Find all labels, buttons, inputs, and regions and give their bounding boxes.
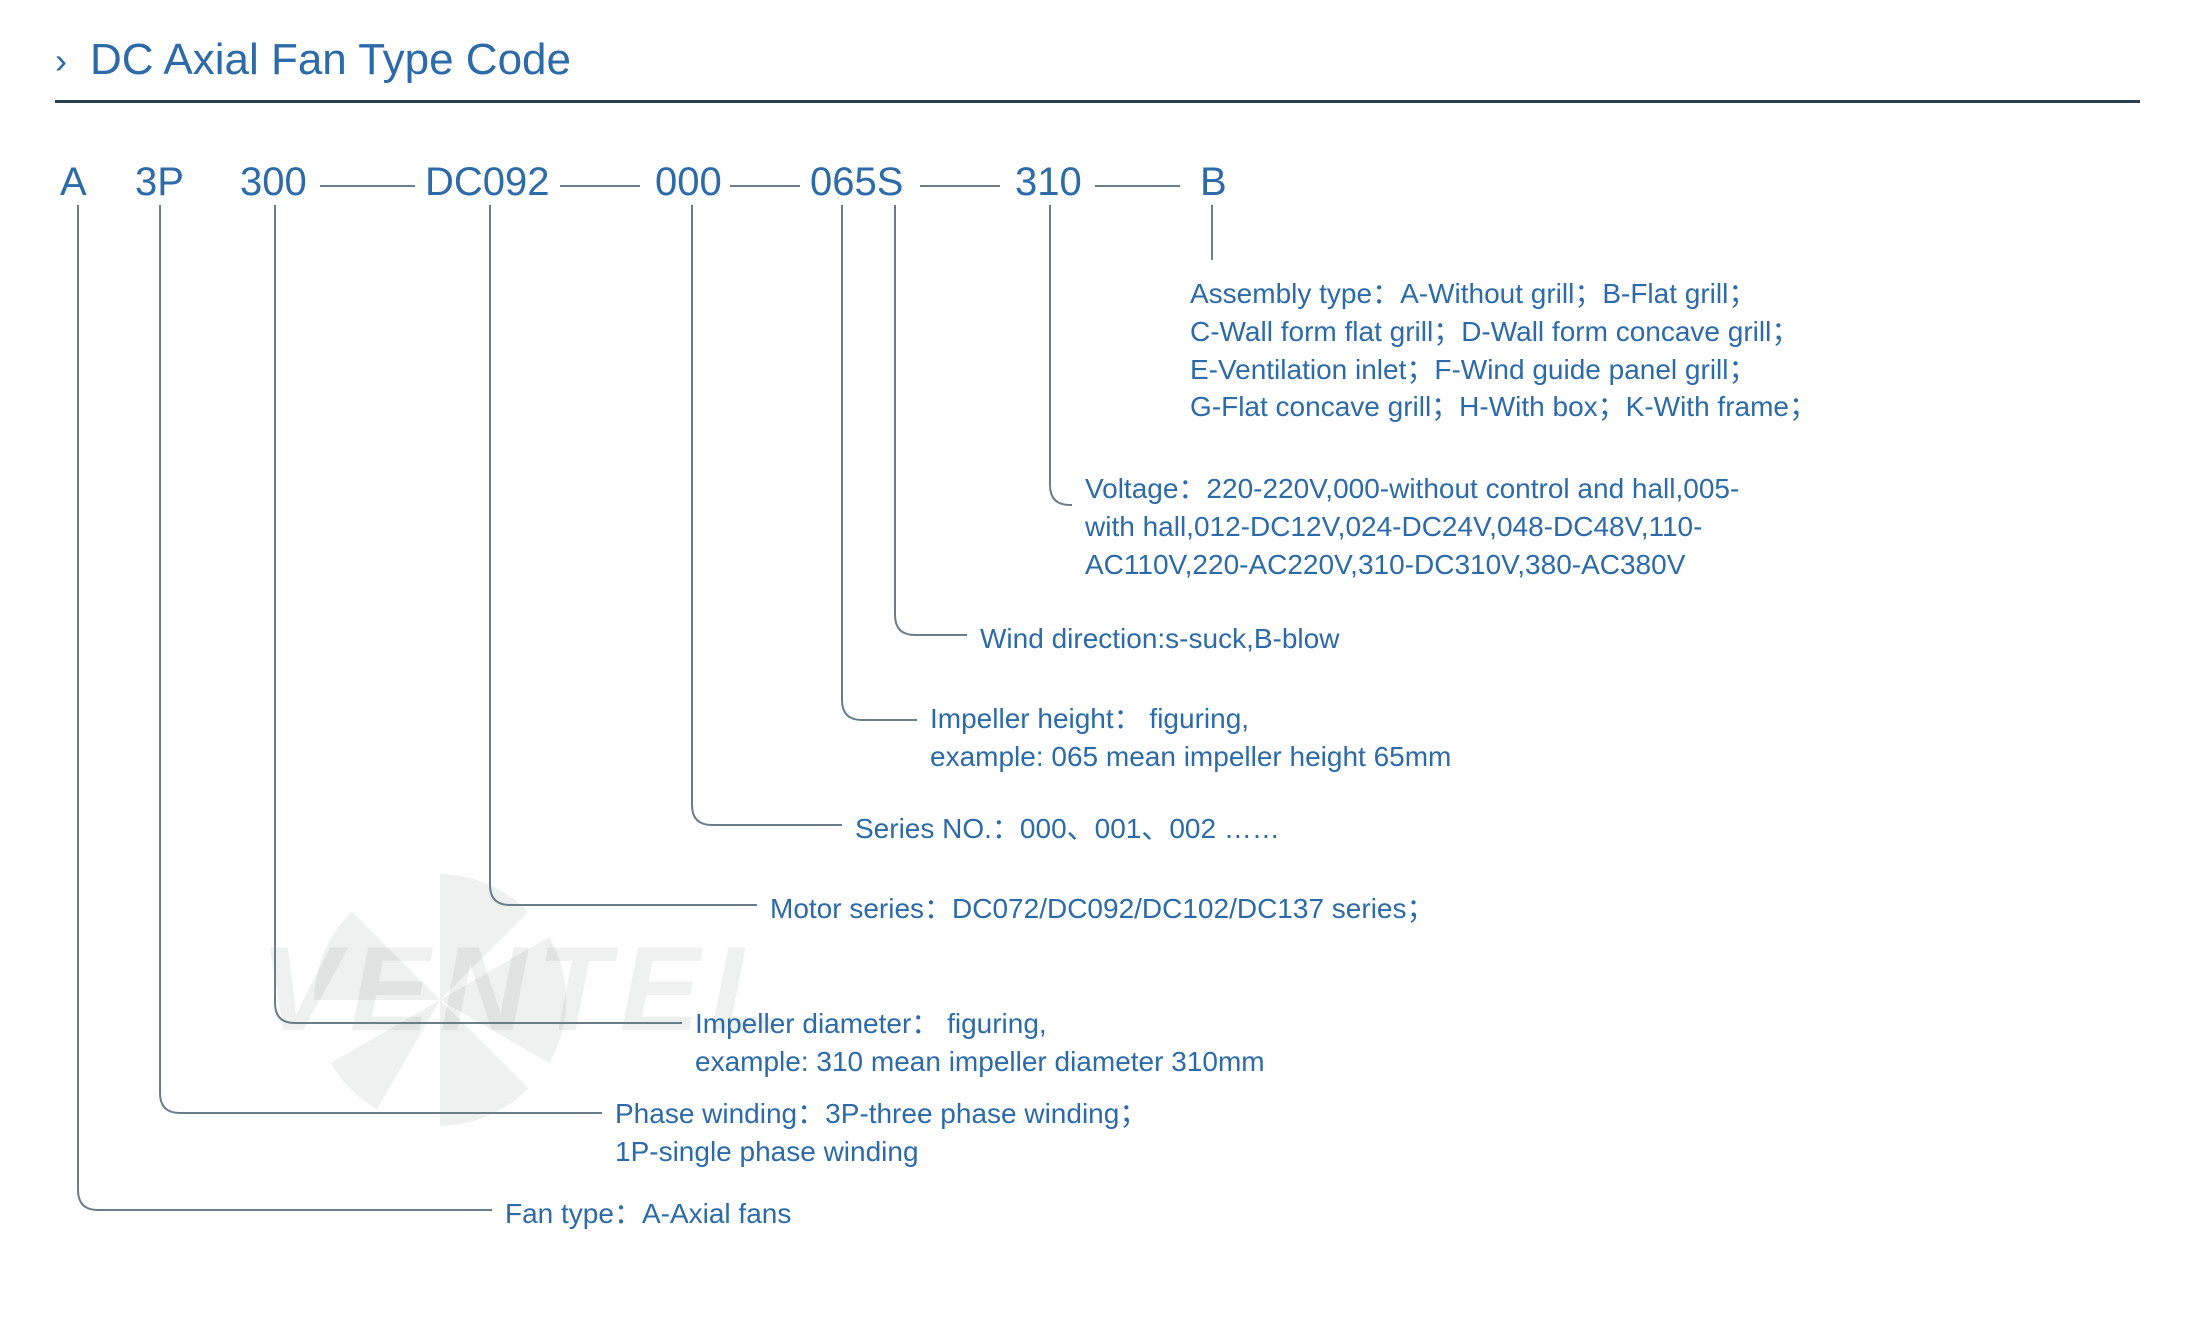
code-dash-2	[730, 185, 800, 187]
desc-voltage: Voltage：220-220V,000-without control and…	[1085, 470, 1739, 583]
desc-series: Series NO.：000、001、002 ……	[855, 810, 1280, 848]
page-title: DC Axial Fan Type Code	[90, 35, 571, 85]
code-segment-DC092: DC092	[425, 160, 550, 205]
connector-300	[275, 205, 682, 1023]
desc-motor: Motor series：DC072/DC092/DC102/DC137 ser…	[770, 890, 1434, 928]
desc-phase: Phase winding：3P-three phase winding； 1P…	[615, 1095, 1147, 1171]
desc-assembly: Assembly type：A-Without grill；B-Flat gri…	[1190, 275, 1817, 426]
code-segment-B: B	[1200, 160, 1227, 205]
connector-310	[1050, 205, 1072, 505]
connector-A	[78, 205, 492, 1210]
title-chevron-icon: ›	[55, 40, 67, 82]
code-segment-065S: 065S	[810, 160, 903, 205]
title-rule	[55, 100, 2140, 103]
code-segment-300: 300	[240, 160, 307, 205]
code-dash-0	[320, 185, 415, 187]
code-dash-1	[560, 185, 640, 187]
desc-diameter: Impeller diameter： figuring, example: 31…	[695, 1005, 1265, 1081]
code-segment-310: 310	[1015, 160, 1082, 205]
connector-000	[692, 205, 842, 825]
code-dash-4	[1095, 185, 1180, 187]
connector-3P	[160, 205, 602, 1113]
desc-height: Impeller height： figuring, example: 065 …	[930, 700, 1451, 776]
code-dash-3	[920, 185, 1000, 187]
code-segment-000: 000	[655, 160, 722, 205]
connector-065S-r	[895, 205, 967, 635]
code-segment-A: A	[60, 160, 87, 205]
code-segment-3P: 3P	[135, 160, 184, 205]
connector-DC092	[490, 205, 757, 905]
desc-wind: Wind direction:s-suck,B-blow	[980, 620, 1339, 658]
desc-fantype: Fan type：A-Axial fans	[505, 1195, 791, 1233]
connector-065S-l	[842, 205, 917, 720]
